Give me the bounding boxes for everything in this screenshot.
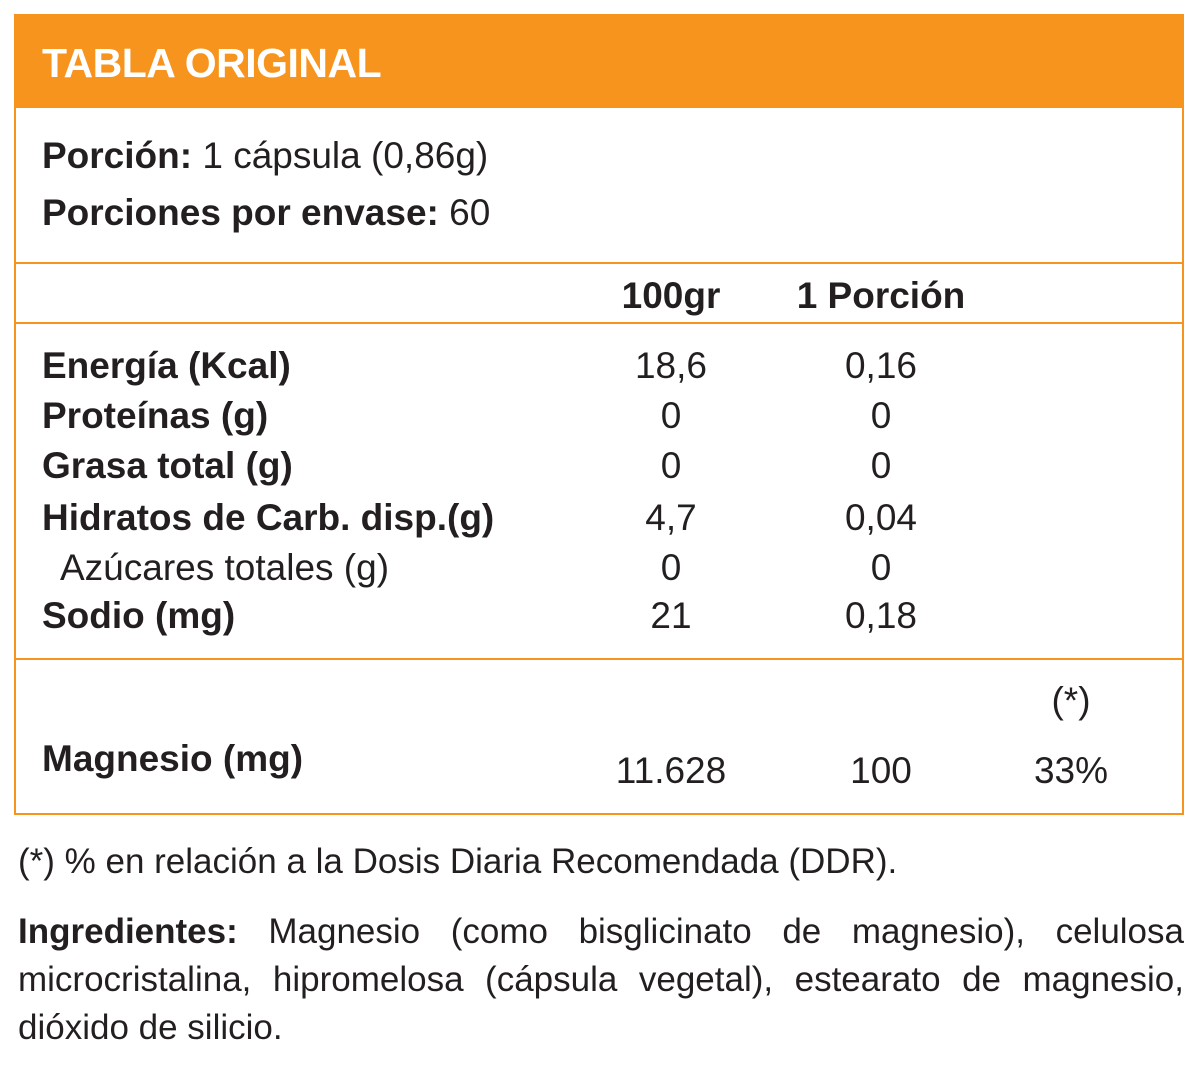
ddr-header: (*) <box>1051 680 1091 721</box>
nutrient-value-portion: 0,04 <box>844 497 917 538</box>
serving-size-label: Porción: <box>42 135 193 176</box>
table-header: TABLA ORIGINAL <box>16 16 1182 108</box>
servings-per-container: Porciones por envase: 60 <box>42 194 490 231</box>
serving-size-value: 1 cápsula (0,86g) <box>202 135 489 176</box>
nutrition-table: TABLA ORIGINAL Porción: 1 cápsula (0,86g… <box>14 14 1184 815</box>
ingredients-text: Ingredientes: Magnesio (como bisglicinat… <box>18 908 1184 1052</box>
nutrient-label: Hidratos de Carb. disp.(g) <box>42 497 495 538</box>
nutrient-value-portion: 0,16 <box>844 345 917 386</box>
nutrient-value-portion: 0 <box>870 547 892 588</box>
nutrient-label: Energía (Kcal) <box>42 345 291 386</box>
servings-per-container-value: 60 <box>449 192 491 233</box>
column-header-100gr: 100gr <box>621 275 721 316</box>
nutrient-value-portion: 0 <box>870 395 892 436</box>
divider <box>16 658 1182 660</box>
column-header-portion: 1 Porción <box>796 275 966 316</box>
nutrient-value-100gr: 21 <box>650 595 692 636</box>
divider <box>16 262 1182 264</box>
nutrient-label: Sodio (mg) <box>42 595 236 636</box>
ddr-value: 33% <box>1033 750 1109 791</box>
table-title: TABLA ORIGINAL <box>42 40 382 86</box>
nutrient-label: Proteínas (g) <box>42 395 269 436</box>
nutrient-label: Magnesio (mg) <box>42 738 304 779</box>
nutrient-value-100gr: 0 <box>660 395 682 436</box>
nutrient-value-100gr: 18,6 <box>634 345 707 386</box>
ingredients-list: Magnesio (como bisglicinato de magnesio)… <box>18 912 1184 1047</box>
nutrient-value-portion: 0 <box>870 445 892 486</box>
nutrient-value-100gr: 0 <box>660 445 682 486</box>
nutrient-value-100gr: 4,7 <box>645 497 697 538</box>
serving-size: Porción: 1 cápsula (0,86g) <box>42 137 488 174</box>
nutrient-value-100gr: 0 <box>660 547 682 588</box>
divider <box>16 322 1182 324</box>
nutrient-value-100gr: 11.628 <box>615 750 727 791</box>
ddr-footnote: (*) % en relación a la Dosis Diaria Reco… <box>18 842 898 881</box>
nutrient-value-portion: 0,18 <box>844 595 917 636</box>
servings-per-container-label: Porciones por envase: <box>42 192 439 233</box>
ingredients-label: Ingredientes: <box>18 912 238 951</box>
nutrient-label: Azúcares totales (g) <box>60 547 390 588</box>
nutrient-label: Grasa total (g) <box>42 445 293 486</box>
nutrient-value-portion: 100 <box>850 750 912 791</box>
